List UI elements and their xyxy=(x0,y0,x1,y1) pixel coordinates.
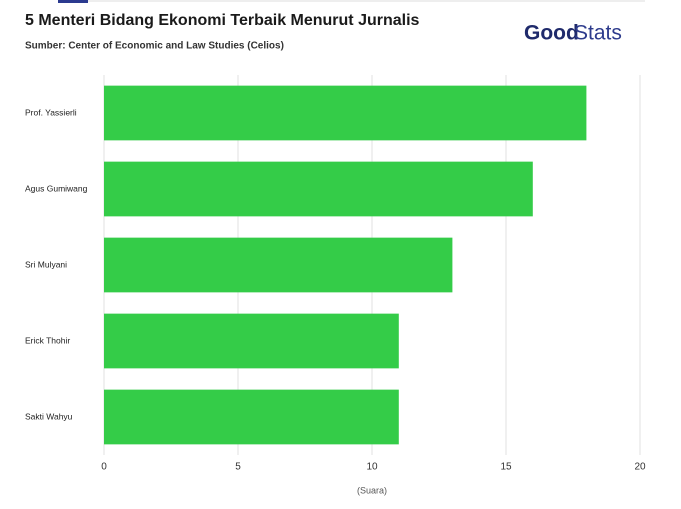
bar xyxy=(104,313,399,369)
y-tick-label: Prof. Yassierli xyxy=(25,107,77,117)
x-tick-label: 20 xyxy=(634,462,646,473)
x-tick-label: 10 xyxy=(366,462,378,473)
chart-subtitle: Sumber: Center of Economic and Law Studi… xyxy=(25,41,284,52)
top-accent xyxy=(58,0,88,3)
y-tick-label: Sri Mulyani xyxy=(25,259,67,269)
bar xyxy=(104,389,399,445)
y-tick-label: Agus Gumiwang xyxy=(25,183,88,193)
logo-stats: Stats xyxy=(574,22,622,45)
x-tick-label: 15 xyxy=(500,462,512,473)
x-axis-label: (Suara) xyxy=(357,485,387,495)
y-tick-label: Sakti Wahyu xyxy=(25,411,73,421)
bar xyxy=(104,85,587,141)
bar xyxy=(104,237,453,293)
bar xyxy=(104,161,533,217)
plot: 0 5 10 15 20 Prof. Yassierli Agus Gumiwang Sri … xyxy=(25,75,646,473)
y-tick-label: Erick Thohir xyxy=(25,335,70,345)
logo-good: Good xyxy=(524,22,579,45)
x-tick-label: 0 xyxy=(101,462,107,473)
chart-title: 5 Menteri Bidang Ekonomi Terbaik Menurut… xyxy=(25,12,420,29)
x-tick-label: 5 xyxy=(235,462,241,473)
